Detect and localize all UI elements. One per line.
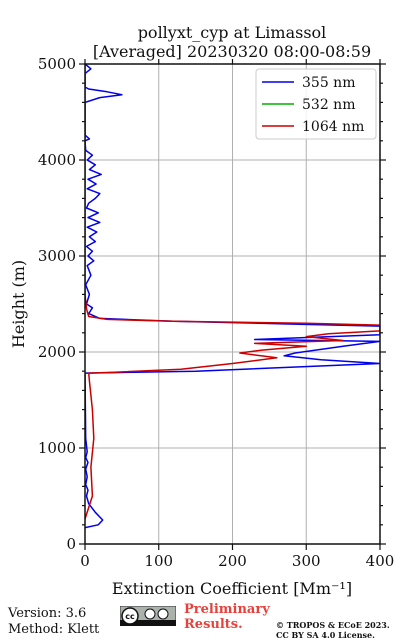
legend-label-0: 355 nm [302,75,355,91]
legend: 355 nm 532 nm 1064 nm [255,68,377,140]
y-tick-label: 5000 [38,55,76,73]
copyright-line-1: © TROPOS & ECoE 2023. [276,620,390,630]
x-tick-label: 0 [80,552,90,570]
preliminary-results-note: Preliminary Results. [184,602,270,632]
cc-by-sa-icon: cc [120,606,176,626]
y-tick-label: 4000 [38,151,76,169]
version-text: Version: 3.6 [8,606,87,621]
preliminary-line-1: Preliminary [184,602,270,617]
chart-title-line-1: pollyxt_cyp at Limassol [138,23,327,42]
svg-text:cc: cc [125,612,135,621]
preliminary-line-2: Results. [184,617,243,632]
legend-label-1: 532 nm [302,97,355,113]
x-axis-label: Extinction Coefficient [Mm⁻¹] [112,579,352,598]
y-tick-label: 2000 [38,343,76,361]
y-axis-label: Height (m) [9,260,28,348]
tick-marks [79,59,386,550]
x-tick-label: 400 [366,552,395,570]
x-tick-label: 200 [218,552,247,570]
y-tick-labels: 0 1000 2000 3000 4000 5000 [38,55,76,553]
x-tick-label: 100 [144,552,173,570]
copyright-note: © TROPOS & ECoE 2023. CC BY SA 4.0 Licen… [276,620,390,640]
chart-title-line-2: [Averaged] 20230320 08:00-08:59 [93,42,371,61]
method-text: Method: Klett [8,622,100,637]
legend-box [255,68,377,140]
legend-label-2: 1064 nm [302,119,364,135]
x-tick-label: 300 [292,552,321,570]
y-tick-label: 3000 [38,247,76,265]
y-tick-label: 0 [66,535,76,553]
series-line-2 [85,64,380,520]
y-tick-label: 1000 [38,439,76,457]
copyright-line-2: CC BY SA 4.0 License. [276,630,375,640]
x-tick-labels: 0 100 200 300 400 [80,552,394,570]
